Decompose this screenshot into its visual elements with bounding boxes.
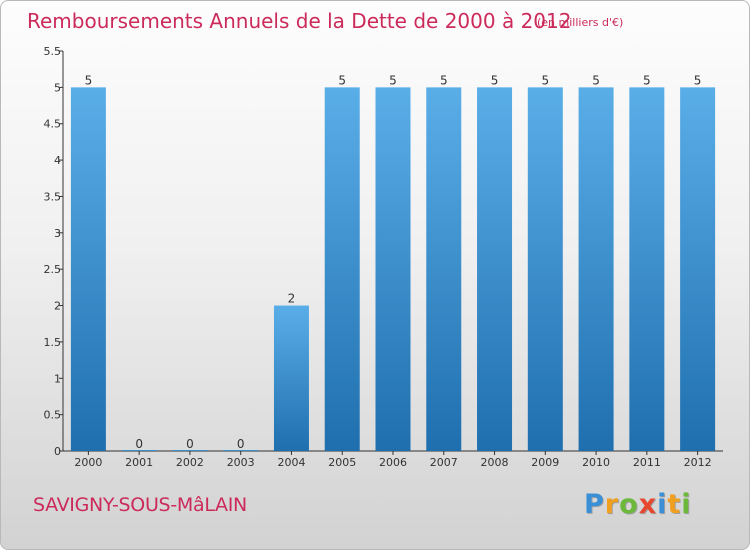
bar-value-label: 5 <box>643 73 651 87</box>
y-tick-label: 1.5 <box>44 336 62 349</box>
y-tick-label: 0.5 <box>44 409 62 422</box>
bar-value-label: 2 <box>288 292 296 306</box>
logo-letter: r <box>604 489 620 520</box>
bar <box>426 87 462 451</box>
y-tick-label: 4.5 <box>44 118 62 131</box>
y-tick-label: 3 <box>54 227 61 240</box>
x-tick-label: 2007 <box>430 456 458 469</box>
bar <box>578 87 614 451</box>
bar-value-label: 5 <box>592 73 600 87</box>
y-tick-label: 5.5 <box>44 45 62 58</box>
bar-value-label: 5 <box>491 73 499 87</box>
bar <box>680 87 716 451</box>
bar <box>324 87 360 451</box>
bar <box>273 305 309 451</box>
x-tick-label: 2003 <box>227 456 255 469</box>
bar <box>70 87 106 451</box>
logo-letter: t <box>667 489 682 520</box>
bar-value-label: 5 <box>338 73 346 87</box>
x-tick-label: 2010 <box>582 456 610 469</box>
x-tick-label: 2005 <box>328 456 356 469</box>
bar-value-label: 0 <box>237 437 245 451</box>
y-tick-label: 2 <box>54 300 61 313</box>
bar-value-label: 5 <box>85 73 93 87</box>
bar-value-label: 5 <box>694 73 702 87</box>
bar-value-label: 5 <box>541 73 549 87</box>
bar-value-label: 0 <box>135 437 143 451</box>
y-tick-label: 3.5 <box>44 190 62 203</box>
bar <box>375 87 411 451</box>
y-tick-label: 5 <box>54 81 61 94</box>
x-tick-label: 2011 <box>633 456 661 469</box>
bar <box>223 450 259 451</box>
x-tick-label: 2012 <box>684 456 712 469</box>
logo-letter: i <box>657 489 668 520</box>
x-tick-label: 2006 <box>379 456 407 469</box>
x-tick-label: 2001 <box>125 456 153 469</box>
proxiti-logo: Proxiti <box>584 489 692 520</box>
logo-letter: o <box>619 489 639 520</box>
commune-name: SAVIGNY-SOUS-MâLAIN <box>33 494 247 516</box>
chart-subtitle: (en milliers d'€) <box>537 16 624 29</box>
x-tick-label: 2009 <box>531 456 559 469</box>
x-tick-label: 2000 <box>74 456 102 469</box>
bar <box>527 87 563 451</box>
chart-title: Remboursements Annuels de la Dette de 20… <box>27 9 572 33</box>
x-tick-label: 2004 <box>277 456 305 469</box>
bar <box>121 450 157 451</box>
y-tick-label: 4 <box>54 154 61 167</box>
y-tick-label: 0 <box>54 445 61 458</box>
bar <box>172 450 208 451</box>
bar <box>477 87 513 451</box>
logo-letter: x <box>638 489 658 520</box>
y-tick-label: 1 <box>54 372 61 385</box>
bar <box>629 87 665 451</box>
logo-letter: P <box>584 489 605 520</box>
bar-value-label: 5 <box>389 73 397 87</box>
bar-value-label: 0 <box>186 437 194 451</box>
x-tick-label: 2002 <box>176 456 204 469</box>
logo-letter: i <box>681 489 692 520</box>
y-tick-label: 2.5 <box>44 263 62 276</box>
x-tick-label: 2008 <box>481 456 509 469</box>
bar-value-label: 5 <box>440 73 448 87</box>
